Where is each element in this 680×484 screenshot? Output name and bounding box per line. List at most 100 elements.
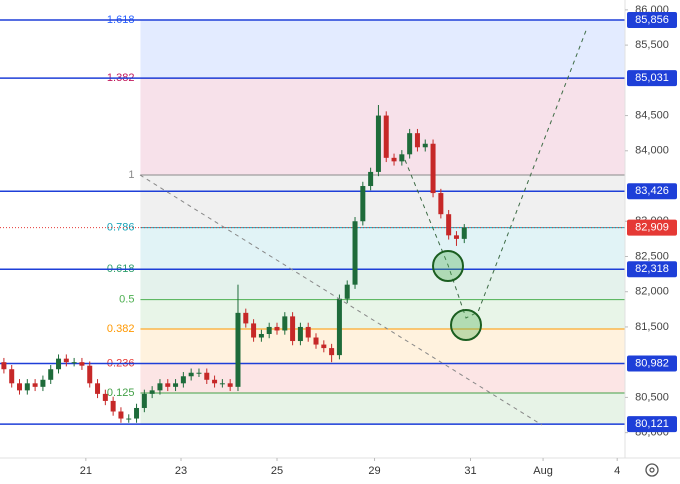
projection-drawing: [139, 27, 588, 426]
candle-body: [180, 376, 186, 384]
candle-body: [461, 227, 467, 239]
fib-band: [140, 175, 625, 228]
price-label-bg: [627, 12, 677, 29]
candle-body: [407, 133, 413, 155]
candle-body: [251, 323, 257, 338]
candle-body: [360, 186, 366, 222]
candle-body: [446, 214, 452, 236]
price-label-bg: [627, 70, 677, 87]
y-tick-label: 82,000: [635, 286, 669, 298]
fib-band: [140, 392, 625, 425]
price-label: 83,426: [635, 185, 669, 197]
x-tick-label: 21: [80, 465, 92, 477]
price-label: 85,031: [635, 72, 669, 84]
candle-body: [399, 154, 405, 162]
settings-icon[interactable]: [645, 463, 659, 477]
candle-body: [71, 362, 77, 364]
candle-body: [438, 193, 444, 215]
candle-body: [352, 221, 358, 285]
candle-body: [63, 358, 69, 363]
fib-level-label: 0.382: [107, 323, 135, 335]
fib-band: [140, 299, 625, 329]
candle-body: [204, 372, 210, 380]
candle-body: [243, 312, 249, 324]
candle-body: [40, 379, 46, 387]
last-price-label: 82,909: [635, 222, 669, 234]
candle-body: [391, 157, 397, 162]
price-label-bg: [627, 183, 677, 200]
candle-body: [227, 383, 233, 387]
fib-level-label: 0.125: [107, 387, 135, 399]
fib-level-label: 0.5: [119, 294, 134, 306]
candle-body: [258, 333, 264, 338]
candle-body: [375, 115, 381, 172]
candle-body: [336, 298, 342, 356]
price-label: 80,982: [635, 357, 669, 369]
candle-body: [414, 133, 420, 148]
candle-body: [297, 326, 303, 342]
candle-body: [17, 383, 23, 391]
y-tick-label: 84,500: [635, 109, 669, 121]
candle-body: [134, 407, 140, 419]
candle-body: [274, 326, 280, 331]
x-tick-label: 4: [614, 465, 620, 477]
candle-body: [87, 365, 93, 384]
candle-body: [24, 383, 30, 391]
candle-body: [79, 362, 85, 366]
candle-body: [196, 372, 202, 374]
candle-body: [290, 316, 296, 342]
price-label-bg: [627, 416, 677, 433]
candle-body: [313, 337, 319, 345]
candle-body: [56, 358, 62, 370]
candle-body: [1, 362, 7, 370]
candle-body: [430, 143, 436, 194]
y-tick-label: 84,000: [635, 145, 669, 157]
price-label-bg: [627, 261, 677, 278]
candle-body: [157, 383, 163, 391]
price-label: 85,856: [635, 14, 669, 26]
candle-body: [368, 171, 374, 187]
x-tick-label: 31: [464, 465, 476, 477]
candle-body: [422, 143, 428, 148]
fib-trend-line: [139, 174, 543, 426]
x-tick-label: 23: [175, 465, 187, 477]
candle-body: [305, 326, 311, 338]
price-label: 82,318: [635, 263, 669, 275]
candle-body: [110, 400, 116, 412]
projection-path: [404, 27, 588, 319]
candle-body: [118, 411, 124, 419]
target-circle: [450, 309, 482, 341]
candle-body: [321, 344, 327, 349]
candle-body: [102, 393, 108, 401]
candle-body: [48, 369, 54, 380]
candle-body: [173, 383, 179, 387]
y-tick-label: 82,500: [635, 250, 669, 262]
fib-bands: [140, 20, 625, 425]
fib-level-label: 1: [128, 169, 134, 181]
candle-body: [329, 348, 335, 356]
candle-body: [235, 312, 241, 387]
candle-body: [188, 372, 194, 377]
settings-icon-center: [649, 467, 655, 473]
price-label-bg: [627, 355, 677, 372]
candle-body: [212, 379, 218, 384]
y-tick-label: 85,500: [635, 39, 669, 51]
candle-body: [219, 383, 225, 385]
target-circle: [432, 250, 464, 282]
candle-body: [344, 284, 350, 299]
fib-band: [140, 328, 625, 364]
candle-body: [95, 383, 101, 394]
candle-body: [32, 383, 38, 387]
candles: [1, 104, 467, 423]
x-tick-label: 25: [271, 465, 283, 477]
x-tick-label: Aug: [533, 465, 553, 477]
candle-body: [141, 393, 147, 408]
fib-band: [140, 78, 625, 176]
candle-body: [126, 418, 132, 420]
fib-band: [140, 269, 625, 300]
fib-band: [140, 227, 625, 270]
x-tick-label: 29: [368, 465, 380, 477]
